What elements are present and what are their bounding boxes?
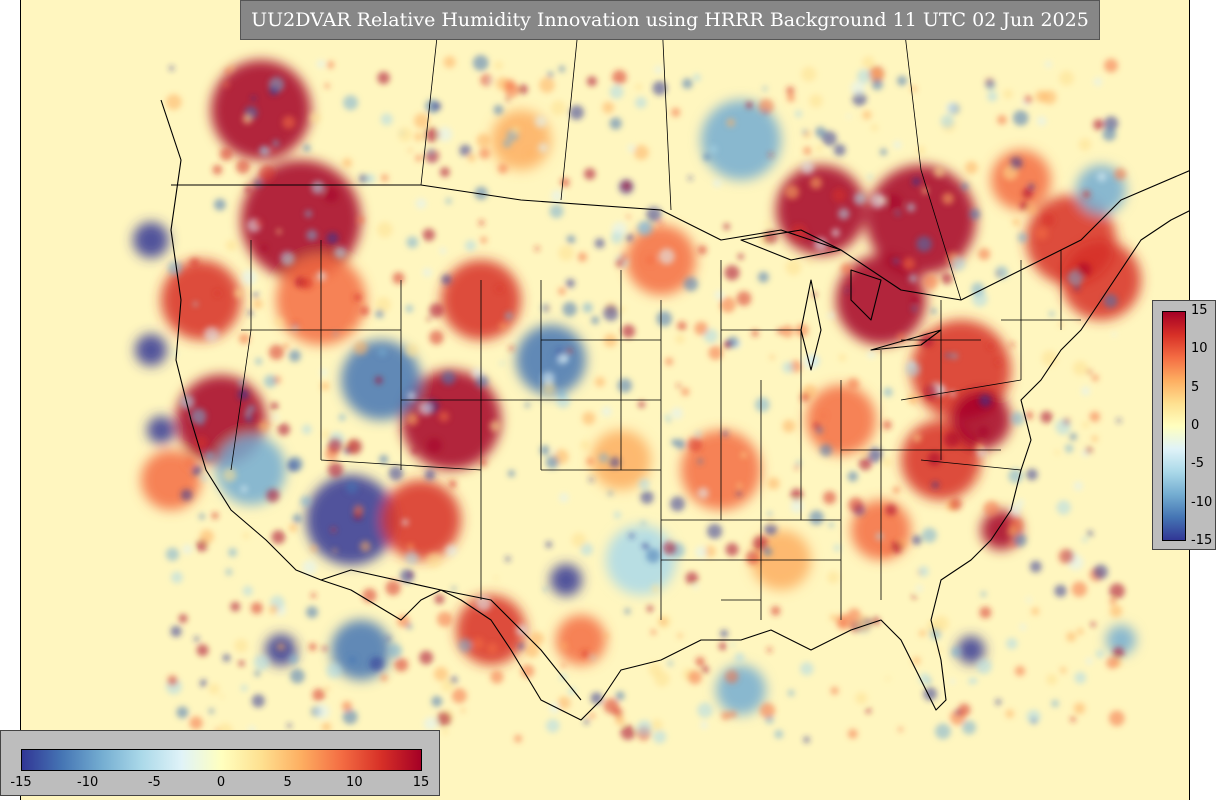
horizontal-colorbar-tick: 0 — [216, 775, 226, 790]
vertical-colorbar-tick: 10 — [1191, 341, 1208, 357]
lake-superior — [740, 229, 842, 261]
horizontal-colorbar-tick: -5 — [147, 775, 161, 790]
state-lines — [230, 240, 1081, 620]
horizontal-colorbar-tick: -15 — [10, 775, 32, 790]
vertical-colorbar-tick: -5 — [1191, 456, 1204, 472]
horizontal-colorbar-tick: -10 — [77, 775, 99, 790]
map-title: UU2DVAR Relative Humidity Innovation usi… — [240, 0, 1100, 40]
horizontal-colorbar-gradient — [21, 749, 422, 771]
us-coastline — [160, 99, 1189, 721]
horizontal-colorbar-tick: 15 — [412, 775, 430, 790]
vertical-colorbar: 15 10 5 0 -5 -10 -15 — [1152, 300, 1216, 550]
vertical-colorbar-tick: -15 — [1191, 533, 1213, 548]
horizontal-colorbar: -15 -10 -5 0 5 10 15 — [0, 730, 440, 796]
vertical-colorbar-gradient — [1162, 311, 1186, 541]
horizontal-colorbar-tick: 5 — [283, 775, 292, 790]
map-panel — [20, 0, 1190, 800]
lake-huron — [850, 269, 882, 321]
vertical-colorbar-tick: -10 — [1191, 494, 1213, 510]
lake-erie — [870, 329, 942, 351]
vertical-colorbar-tick: 5 — [1191, 379, 1200, 395]
lake-michigan — [800, 279, 822, 371]
vertical-colorbar-tick: 0 — [1191, 418, 1200, 433]
humidity-innovation-map — [133, 0, 1189, 744]
us-mexico-border — [320, 569, 582, 701]
vertical-colorbar-tick: 15 — [1191, 303, 1208, 318]
canada-province-lines — [420, 0, 962, 301]
horizontal-colorbar-tick: 10 — [346, 775, 363, 790]
